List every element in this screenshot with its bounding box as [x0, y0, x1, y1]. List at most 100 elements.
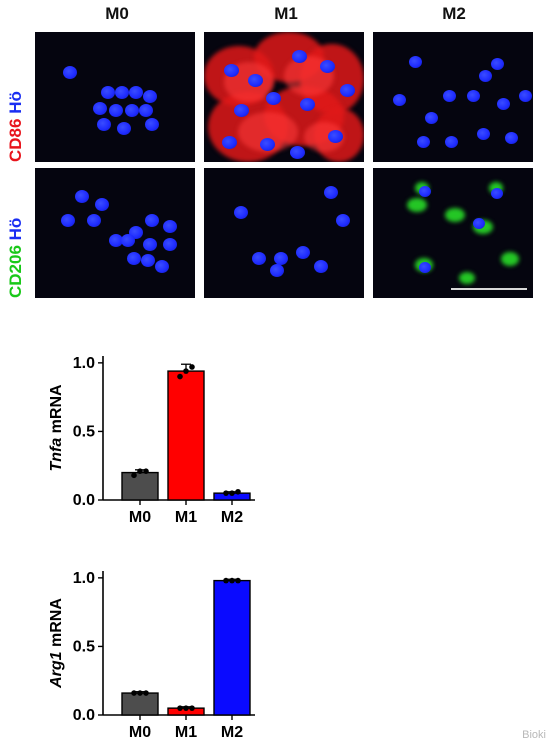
nucleus: [417, 136, 430, 148]
micrograph-cd86-m2: [373, 32, 533, 162]
nucleus: [479, 70, 492, 82]
row-label-marker: CD206: [6, 245, 25, 298]
nucleus: [336, 214, 350, 227]
data-point: [177, 373, 183, 380]
nucleus: [443, 90, 456, 102]
y-tick-label: 0.0: [73, 492, 95, 509]
watermark: Bioki: [522, 729, 546, 741]
nucleus: [115, 86, 129, 99]
nucleus: [445, 136, 458, 148]
data-point: [235, 488, 241, 495]
row-label-cd206: CD206 Hö: [6, 218, 26, 298]
y-tick-label: 0.0: [73, 707, 95, 724]
nucleus: [155, 260, 169, 273]
nucleus: [266, 92, 281, 105]
y-tick-label: 1.0: [73, 355, 95, 372]
data-point: [177, 705, 183, 711]
nucleus: [260, 138, 275, 151]
y-tick-label: 0.5: [73, 638, 95, 655]
x-tick-label: M2: [221, 509, 243, 526]
stain-signal: [407, 198, 427, 212]
nucleus: [163, 220, 177, 233]
nucleus: [145, 118, 159, 131]
data-point: [137, 468, 143, 474]
nucleus: [129, 86, 143, 99]
nucleus: [290, 146, 305, 159]
micrograph-cd86-m0: [35, 32, 195, 162]
micrograph-cd206-m2: [373, 168, 533, 298]
data-point: [143, 468, 149, 474]
nucleus: [222, 136, 237, 149]
scale-bar: [451, 288, 527, 290]
nucleus: [109, 234, 123, 247]
nucleus: [234, 104, 249, 117]
nucleus: [95, 198, 109, 211]
row-label-stain: Hö: [6, 217, 25, 241]
nucleus: [93, 102, 107, 115]
chart-arg1: 0.0 0.5 1.0 Arg1 mRNA M0 M1 M2: [48, 570, 255, 741]
data-point: [229, 577, 235, 584]
column-title-m0: M0: [105, 4, 129, 23]
bar: [121, 692, 159, 716]
data-point: [183, 368, 189, 374]
nucleus: [425, 112, 438, 124]
data-point: [131, 690, 137, 696]
row-label-stain: Hö: [6, 91, 25, 114]
nucleus: [473, 218, 485, 229]
data-point: [235, 577, 241, 584]
micrograph-cd206-m1: [204, 168, 364, 298]
data-point: [189, 705, 195, 711]
nucleus: [75, 190, 89, 203]
stain-signal: [501, 252, 519, 266]
nucleus: [519, 90, 532, 102]
nucleus: [491, 188, 503, 199]
bar: [121, 471, 159, 501]
nucleus: [125, 104, 139, 117]
data-point: [223, 490, 229, 496]
nucleus: [505, 132, 518, 144]
nucleus: [328, 130, 343, 143]
stain-signal: [459, 272, 475, 284]
nucleus: [234, 206, 248, 219]
x-tick-label: M1: [175, 509, 197, 526]
data-point: [137, 690, 143, 696]
nucleus: [274, 252, 288, 265]
nucleus: [393, 94, 406, 106]
nucleus: [143, 238, 157, 251]
nucleus: [61, 214, 75, 227]
nucleus: [497, 98, 510, 110]
x-tick-label: M0: [129, 724, 151, 741]
nucleus: [127, 252, 141, 265]
nucleus: [409, 56, 422, 68]
data-point: [223, 577, 229, 584]
nucleus: [117, 122, 131, 135]
data-point: [131, 472, 137, 479]
nucleus: [467, 90, 480, 102]
row-label-marker: CD86: [6, 118, 25, 162]
nucleus: [270, 264, 284, 277]
nucleus: [139, 104, 153, 117]
nucleus: [163, 238, 177, 251]
y-tick-label: 0.5: [73, 423, 95, 440]
nucleus: [121, 234, 135, 247]
column-title-m1: M1: [274, 4, 298, 23]
data-point: [189, 364, 195, 370]
nucleus: [314, 260, 328, 273]
x-tick-label: M1: [175, 724, 197, 741]
nucleus: [87, 214, 101, 227]
x-tick-label: M2: [221, 724, 243, 741]
row-label-cd86: CD86 Hö: [6, 91, 26, 162]
stain-signal: [445, 208, 465, 222]
data-point: [229, 490, 235, 496]
nucleus: [248, 74, 263, 87]
nucleus: [419, 262, 431, 273]
nucleus: [340, 84, 355, 97]
nucleus: [320, 60, 335, 73]
bar: [213, 579, 251, 716]
nucleus: [296, 246, 310, 259]
nucleus: [109, 104, 123, 117]
data-point: [183, 705, 189, 711]
y-axis-label: Tnfa mRNA: [48, 384, 65, 472]
bar: [167, 370, 205, 501]
